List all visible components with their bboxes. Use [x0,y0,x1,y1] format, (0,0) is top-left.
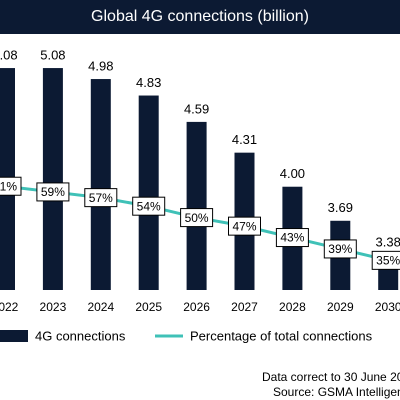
x-tick-label: 2025 [135,300,162,314]
x-tick-label: 2023 [40,300,67,314]
data-label: 43% [280,231,304,245]
bar [42,68,63,290]
data-label: 57% [89,191,113,205]
data-label: 35% [376,254,400,268]
label-box [371,250,400,270]
label-box [0,176,22,196]
bar [90,79,111,290]
bar [186,121,207,290]
data-label: 4.98 [88,58,113,73]
legend-label: 4G connections [35,328,126,343]
bar [138,95,159,291]
data-label: 39% [328,242,352,256]
label-box [275,228,309,248]
chart-title: Global 4G connections (billion) [91,8,309,25]
data-label: 5.08 [40,47,65,62]
label-box [228,216,261,236]
label-box [132,196,166,216]
data-label: 50% [185,211,209,225]
data-label: 4.83 [136,75,161,90]
x-tick-label: 2027 [231,300,258,314]
data-label: 4.00 [280,166,305,181]
data-label: 54% [137,199,161,213]
legend-label: Percentage of total connections [190,328,373,343]
data-label: 47% [232,219,256,233]
label-box [84,188,118,208]
data-label: 3.38 [376,234,400,249]
legend-swatch [0,330,28,342]
label-box [323,239,357,259]
note: Data correct to 30 June 2023 [262,370,400,384]
title-bar [0,0,400,34]
note: Source: GSMA Intelligence [273,385,400,399]
data-label: 3.69 [328,200,353,215]
x-tick-label: 2024 [87,300,114,314]
data-label: 4.59 [184,101,209,116]
data-label: 61% [0,179,17,193]
label-box [36,182,70,202]
x-tick-label: 2029 [327,300,354,314]
data-label: 4.31 [232,132,257,147]
x-tick-label: 2028 [279,300,306,314]
x-tick-label: 2026 [183,300,210,314]
x-tick-label: 2022 [0,300,19,314]
data-label: 5.08 [0,47,18,62]
x-tick-label: 2030 [375,300,400,314]
data-label: 59% [41,185,65,199]
label-box [180,208,214,228]
